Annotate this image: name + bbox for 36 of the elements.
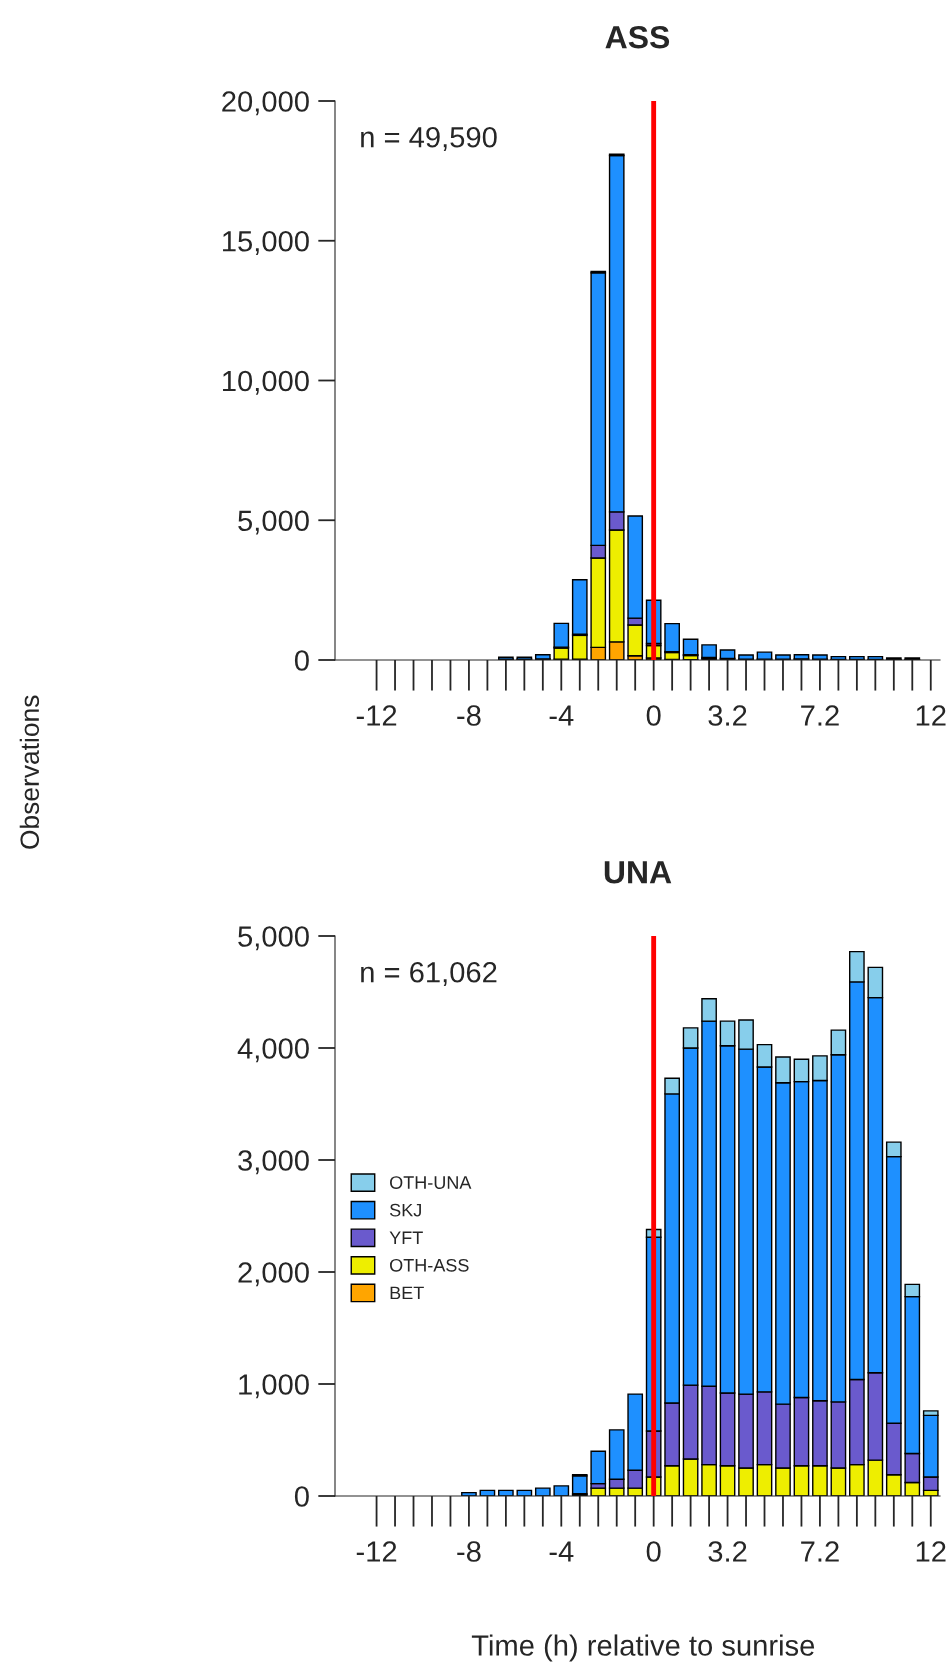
y-axis-title: Observations [19, 695, 40, 849]
x-tick-label: 0 [646, 1541, 661, 1562]
chart-title: UNA [604, 861, 672, 884]
x-tick-label: 0 [646, 705, 661, 726]
legend-label: OTH-ASS [390, 1258, 469, 1272]
y-tick-label: 0 [294, 650, 309, 671]
legend-label: OTH-UNA [390, 1176, 472, 1189]
x-axis-title: Time (h) relative to sunrise [471, 1634, 815, 1662]
y-tick-label: 4,000 [237, 1038, 309, 1063]
x-tick-label: -4 [549, 1541, 574, 1562]
x-tick-label: -8 [457, 705, 481, 726]
annotation: n = 49,590 [361, 126, 497, 152]
x-tick-label: -8 [457, 1541, 481, 1562]
y-tick-label: 10,000 [223, 370, 309, 395]
legend-label: YFT [389, 1231, 423, 1244]
x-tick-label: 7.2 [801, 705, 839, 726]
y-tick-label: 2,000 [238, 1262, 309, 1287]
y-tick-label: 0 [294, 1486, 309, 1507]
legend-label: SKJ [389, 1203, 421, 1217]
x-tick-label: 3.2 [708, 1541, 747, 1562]
x-tick-label: -12 [356, 705, 397, 726]
x-tick-label: -4 [549, 705, 574, 726]
x-tick-label: 7.2 [801, 1541, 839, 1562]
annotation: n = 61,062 [361, 961, 497, 987]
x-tick-label: -12 [356, 1541, 397, 1562]
y-tick-label: 15,000 [223, 230, 309, 256]
y-tick-label: 5,000 [238, 510, 309, 535]
x-tick-label: 12 [916, 705, 946, 726]
y-tick-label: 1,000 [239, 1374, 309, 1399]
x-tick-label: 3.2 [708, 705, 747, 726]
x-tick-label: 12 [916, 1541, 946, 1562]
y-tick-label: 5,000 [238, 926, 309, 951]
chart-title: ASS [605, 25, 670, 49]
y-tick-label: 3,000 [238, 1150, 309, 1175]
y-tick-label: 20,000 [222, 91, 309, 116]
legend-label: BET [390, 1286, 424, 1300]
